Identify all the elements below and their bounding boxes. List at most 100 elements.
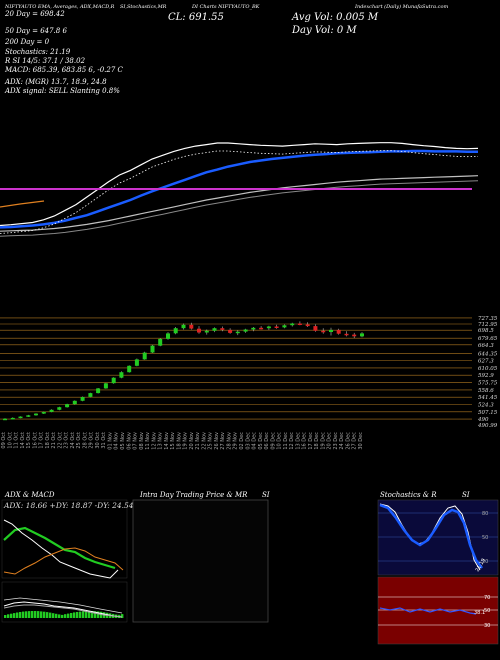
- date-label: 01 Nov: [108, 432, 114, 450]
- date-label: 10 Oct: [7, 432, 13, 449]
- candle-body: [251, 327, 256, 330]
- candle-body: [352, 334, 357, 337]
- adx-values-text: ADX: 18.66 +DY: 18.87 -DY: 24.54: [3, 501, 134, 510]
- macd-bar: [61, 614, 64, 618]
- header-mid-title: SI,Stochastics,MR: [120, 4, 167, 10]
- rsi-level-50: 50: [484, 608, 490, 614]
- header-center-title: DI Charts NIFTYAUTO_BK: [192, 4, 260, 10]
- date-label: 04 Dec: [252, 432, 258, 450]
- date-label: 28 Nov: [227, 432, 233, 450]
- ema20-line-text: 20 Day = 698.42: [5, 10, 65, 18]
- macd-bar: [85, 611, 88, 618]
- macd-bar: [88, 611, 91, 618]
- date-label: 29 Nov: [233, 432, 239, 450]
- rsi-text: R SI 14/5: 37.1 / 38.02: [5, 57, 86, 65]
- date-label: 12 Nov: [151, 432, 157, 450]
- price-label: 727.35: [478, 316, 498, 322]
- adx-signal-text: ADX signal: SELL Slanting 0.8%: [5, 87, 120, 95]
- date-label: 21 Nov: [195, 432, 201, 450]
- macd-bar: [64, 614, 67, 618]
- close-label: CL: 691.55: [168, 12, 224, 23]
- intraday-panel-bg: [132, 499, 269, 623]
- candle-body: [10, 417, 15, 420]
- price-label: 575.75: [478, 381, 498, 387]
- candle-body: [103, 383, 108, 389]
- adx-white-line: [3, 519, 119, 579]
- candle-body: [57, 407, 62, 410]
- ema-line-2: [0, 175, 479, 232]
- price-label: 664.3: [478, 343, 494, 349]
- candle-body: [360, 333, 364, 337]
- candle-body: [235, 331, 240, 334]
- candle-body: [142, 352, 147, 360]
- header-left-title: NIFTYAUTO EMA, Averages, ADX,MACD,R: [5, 4, 115, 10]
- macd-bar: [91, 611, 94, 618]
- date-label: 18 Dec: [314, 432, 320, 450]
- rsi-value-label: 38.1: [474, 610, 485, 616]
- date-label: 17 Dec: [308, 432, 314, 450]
- date-label: 12 Dec: [289, 432, 295, 450]
- macd-text: MACD: 685.39, 683.85 6, -0.27 C: [5, 66, 123, 74]
- candle-body: [282, 325, 287, 328]
- stoch-d-line: [379, 503, 483, 569]
- date-label: 13 Dec: [295, 432, 301, 450]
- date-label: 03 Dec: [245, 432, 251, 450]
- date-label: 05 Nov: [120, 432, 126, 450]
- candle-body: [49, 409, 54, 412]
- date-label: 18 Oct: [45, 432, 51, 449]
- date-label: 13 Nov: [158, 432, 164, 450]
- date-label: 15 Nov: [170, 432, 176, 450]
- macd-bar: [43, 611, 46, 618]
- date-label: 25 Nov: [208, 432, 214, 450]
- macd-bar: [70, 613, 73, 618]
- date-label: 27 Nov: [220, 432, 226, 450]
- date-label: 11 Nov: [145, 432, 151, 450]
- macd-outer-line: [3, 597, 123, 614]
- orange-short-line: [0, 200, 45, 208]
- date-label: 10 Dec: [277, 432, 283, 450]
- intraday-si-label: SI: [262, 491, 270, 499]
- macd-bar: [4, 615, 7, 618]
- date-label: 14 Oct: [20, 432, 26, 449]
- macd-bar: [25, 611, 28, 618]
- adx-text: ADX: (MGR) 13.7, 18.9, 24.8: [5, 78, 107, 86]
- date-label: 25 Oct: [76, 432, 82, 449]
- candle-body: [119, 372, 124, 378]
- date-label: 30 Dec: [358, 432, 364, 450]
- candle-body: [313, 326, 318, 331]
- date-label: 23 Oct: [64, 432, 70, 449]
- date-label: 11 Dec: [283, 432, 289, 450]
- macd-signal-line: [3, 604, 123, 618]
- macd-bar: [31, 611, 34, 618]
- macd-bar: [37, 611, 40, 618]
- ema-dotted-line: [0, 150, 479, 234]
- date-label: 09 Dec: [270, 432, 276, 450]
- candle-body: [297, 323, 302, 325]
- macd-bar: [79, 611, 82, 618]
- adx-panel-title: ADX & MACD: [5, 491, 55, 499]
- date-label: 14 Nov: [164, 432, 170, 450]
- day-vol-label: Day Vol: 0 M: [292, 25, 357, 36]
- candle-body: [158, 338, 163, 346]
- rsi-level-70: 70: [484, 595, 490, 601]
- macd-bar: [58, 614, 61, 618]
- date-label: 06 Dec: [264, 432, 270, 450]
- date-label: 21 Oct: [51, 432, 57, 449]
- ema200-line-text: 200 Day = 0: [5, 38, 50, 46]
- date-label: 04 Nov: [114, 432, 120, 450]
- date-axis-labels: 09 Oct 10 Oct 11 Oct 14 Oct 15 Oct 16 Oct 17 O…: [1, 432, 364, 450]
- ema-lines-group: [0, 142, 479, 237]
- date-label: 28 Oct: [82, 432, 88, 449]
- candle-body: [243, 329, 248, 332]
- candle-body: [274, 326, 279, 328]
- stoch-level-50: 50: [482, 535, 488, 541]
- macd-bar: [82, 611, 85, 618]
- date-label: 16 Dec: [302, 432, 308, 450]
- adx-plus-line: [3, 526, 116, 570]
- macd-bar: [121, 614, 124, 618]
- macd-bar: [13, 613, 16, 618]
- candle-body: [189, 324, 194, 329]
- date-label: 19 Dec: [320, 432, 326, 450]
